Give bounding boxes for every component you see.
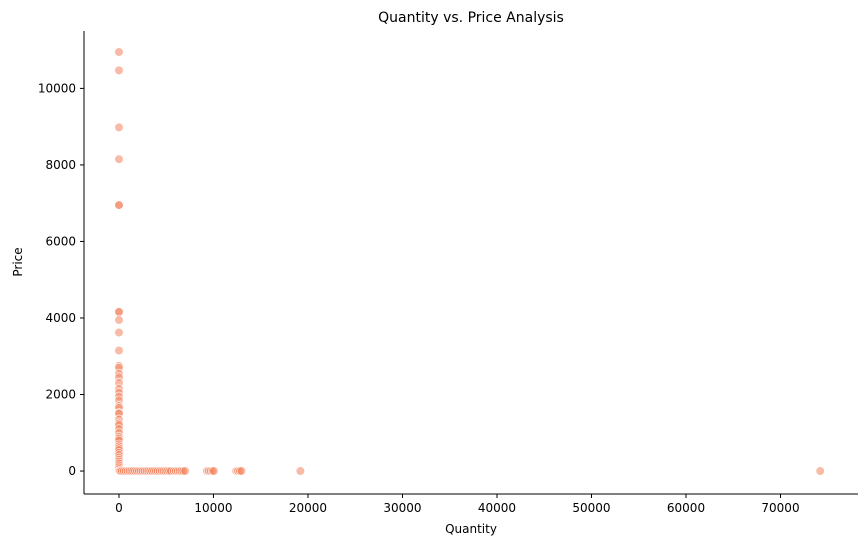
x-tick-label: 40000 — [478, 501, 516, 515]
data-point — [114, 122, 124, 132]
data-point — [180, 466, 190, 476]
data-point — [114, 345, 124, 356]
data-points — [114, 47, 825, 476]
x-tick-label: 20000 — [289, 501, 327, 515]
chart-title: Quantity vs. Price Analysis — [378, 10, 564, 26]
data-point — [114, 65, 124, 75]
x-tick-label: 0 — [115, 501, 123, 515]
x-tick-label: 50000 — [572, 501, 610, 515]
data-point — [114, 315, 124, 325]
y-tick-label: 6000 — [45, 234, 76, 248]
x-axis-label: Quantity — [445, 522, 497, 536]
y-axis-ticks: 0 2000 4000 6000 8000 10000 — [38, 81, 84, 478]
x-tick-label: 10000 — [194, 501, 232, 515]
y-tick-label: 10000 — [38, 81, 76, 95]
x-axis-ticks: 0 10000 20000 30000 40000 50000 60000 70000 — [115, 494, 800, 515]
data-point — [114, 154, 124, 164]
data-point — [114, 200, 124, 210]
x-tick-label: 60000 — [667, 501, 705, 515]
data-point — [236, 466, 246, 476]
y-tick-label: 2000 — [45, 388, 76, 402]
data-point — [114, 307, 124, 317]
data-point — [114, 327, 124, 338]
y-tick-label: 4000 — [45, 311, 76, 325]
data-point — [295, 466, 306, 476]
data-point — [815, 466, 825, 476]
y-axis-label: Price — [11, 247, 25, 276]
x-tick-label: 70000 — [761, 501, 799, 515]
data-point — [114, 47, 124, 57]
y-tick-label: 8000 — [45, 158, 76, 172]
data-point — [209, 466, 219, 476]
y-tick-label: 0 — [68, 464, 76, 478]
x-tick-label: 30000 — [383, 501, 421, 515]
